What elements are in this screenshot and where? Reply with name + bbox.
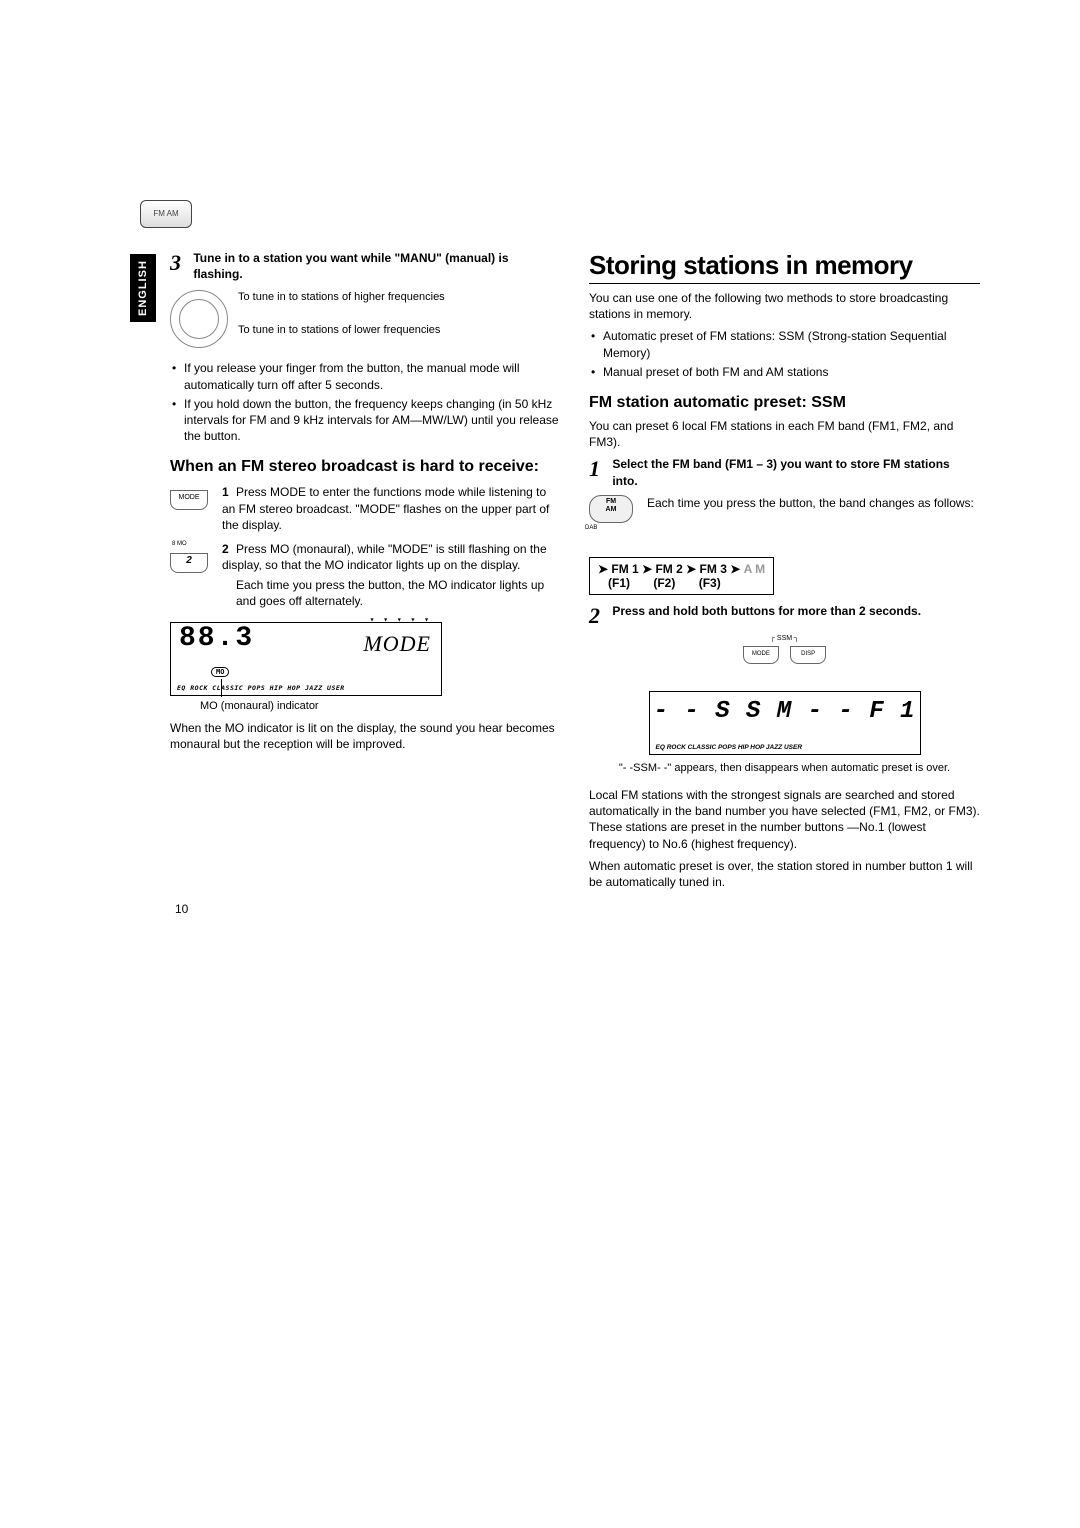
substep-1-text: Press MODE to enter the functions mode w… bbox=[222, 485, 549, 531]
lcd-mode-text: MODE bbox=[363, 631, 431, 657]
mode-disp-buttons-icon: ┌ SSM ┐ MODE DISP bbox=[725, 635, 845, 685]
storing-intro: You can use one of the following two met… bbox=[589, 290, 980, 322]
ssm-step-2: 2 Press and hold both buttons for more t… bbox=[589, 603, 980, 629]
substep-1-number: 1 bbox=[222, 484, 236, 500]
control-dial-icon bbox=[170, 290, 228, 348]
step-3-number: 3 bbox=[170, 250, 190, 276]
storing-methods-list: Automatic preset of FM stations: SSM (St… bbox=[589, 328, 980, 380]
step-3-notes: If you release your finger from the butt… bbox=[170, 360, 561, 444]
step-3: 3 Tune in to a station you want while "M… bbox=[170, 250, 561, 282]
lcd-mo-indicator: MO bbox=[211, 667, 229, 677]
step-3-title: Tune in to a station you want while "MAN… bbox=[193, 250, 556, 282]
method-manual: Manual preset of both FM and AM stations bbox=[603, 364, 980, 380]
band-cycle-diagram: ➤ FM 1 ➤ FM 2 ➤ FM 3 ➤ A M (F1) (F2) (F3… bbox=[589, 557, 774, 595]
ssm-step-2-number: 2 bbox=[589, 603, 609, 629]
lcd-ssm-text: - - S S M - - F 1 bbox=[650, 692, 920, 725]
ssm-caption: "- -SSM- -" appears, then disappears whe… bbox=[589, 761, 980, 775]
ssm-para-2: When automatic preset is over, the stati… bbox=[589, 858, 980, 890]
page-number: 10 bbox=[175, 902, 188, 916]
language-tab: ENGLISH bbox=[130, 254, 156, 322]
method-ssm: Automatic preset of FM stations: SSM (St… bbox=[603, 328, 980, 360]
mo-button-icon: 8 MO 2 bbox=[170, 541, 212, 573]
right-column: Storing stations in memory You can use o… bbox=[589, 250, 980, 896]
lcd-caption: MO (monaural) indicator bbox=[200, 700, 561, 712]
ssm-step-2-title: Press and hold both buttons for more tha… bbox=[612, 603, 975, 619]
ssm-heading: FM station automatic preset: SSM bbox=[589, 394, 980, 412]
fm-button-row: FM AM DAB Each time you press the button… bbox=[589, 495, 980, 543]
substep-2-number: 2 bbox=[222, 541, 236, 557]
lcd-display-mode: ▾ ▾ ▾ ▾ ▾ 88.3 MODE MO EQ ROCK CLASSIC P… bbox=[170, 622, 442, 696]
lcd-display-ssm: - - S S M - - F 1 EQ ROCK CLASSIC POPS H… bbox=[649, 691, 921, 755]
ssm-step-1-number: 1 bbox=[589, 456, 609, 482]
note-hold: If you hold down the button, the frequen… bbox=[184, 396, 561, 445]
ssm-subtext: You can preset 6 local FM stations in ea… bbox=[589, 418, 980, 450]
mo-footer-text: When the MO indicator is lit on the disp… bbox=[170, 720, 561, 752]
substep-1-row: MODE 1Press MODE to enter the functions … bbox=[170, 484, 561, 533]
ssm-step-1: 1 Select the FM band (FM1 – 3) you want … bbox=[589, 456, 980, 488]
lcd-frequency: 88.3 bbox=[171, 617, 262, 654]
hard-to-receive-heading: When an FM stereo broadcast is hard to r… bbox=[170, 458, 561, 476]
ssm-step-1-title: Select the FM band (FM1 – 3) you want to… bbox=[612, 456, 975, 488]
fm-button-text: Each time you press the button, the band… bbox=[647, 495, 980, 543]
lcd-eq-row: EQ ROCK CLASSIC POPS HIP HOP JAZZ USER bbox=[177, 684, 435, 692]
fm-am-badge: FM AM bbox=[140, 200, 192, 228]
left-column: 3 Tune in to a station you want while "M… bbox=[130, 250, 561, 896]
mode-button-icon: MODE bbox=[170, 484, 212, 516]
substep-2-row: 8 MO 2 2Press MO (monaural), while "MODE… bbox=[170, 541, 561, 610]
substep-2-text-a: Press MO (monaural), while "MODE" is sti… bbox=[222, 542, 547, 572]
tune-low-label: To tune in to stations of lower frequenc… bbox=[238, 323, 445, 337]
storing-heading: Storing stations in memory bbox=[589, 250, 980, 284]
tune-dial-figure: To tune in to stations of higher frequen… bbox=[170, 290, 561, 348]
note-release: If you release your finger from the butt… bbox=[184, 360, 561, 392]
ssm-para-1: Local FM stations with the strongest sig… bbox=[589, 787, 980, 852]
fm-am-button-icon: FM AM DAB bbox=[589, 495, 637, 543]
substep-2-text-b: Each time you press the button, the MO i… bbox=[236, 577, 561, 609]
lcd-ssm-eq: EQ ROCK CLASSIC POPS HIP HOP JAZZ USER bbox=[656, 744, 914, 751]
tune-high-label: To tune in to stations of higher frequen… bbox=[238, 290, 445, 304]
